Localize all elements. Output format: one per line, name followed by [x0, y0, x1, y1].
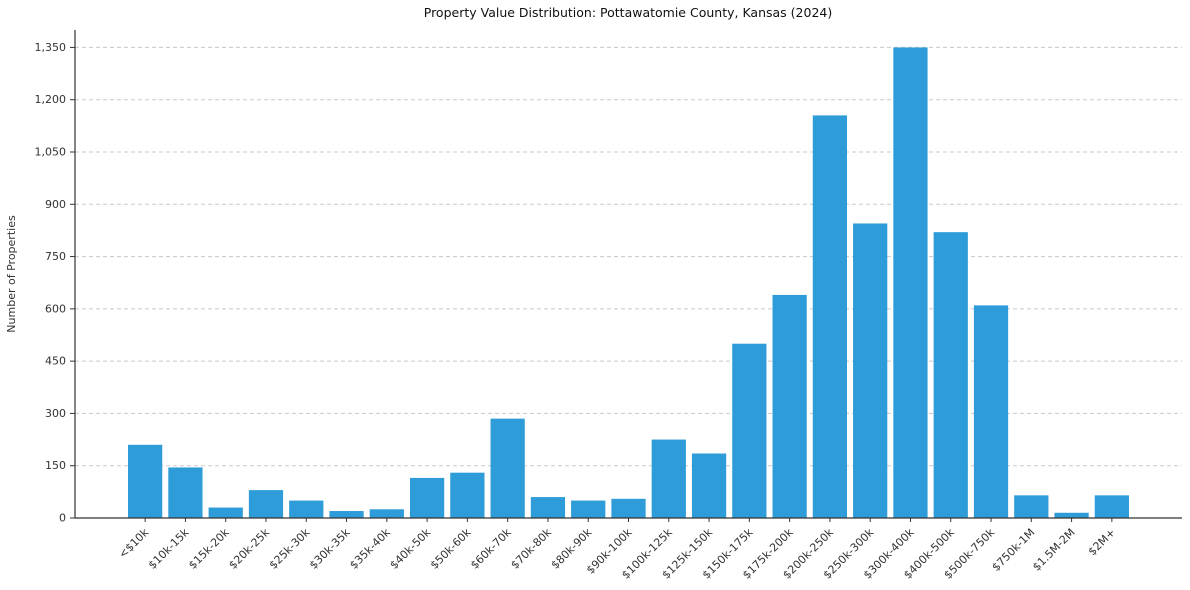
bar [128, 444, 163, 518]
y-tick-label: 900 [45, 198, 66, 211]
x-tick-label: $40k-50k [387, 525, 433, 571]
bar [530, 497, 566, 518]
bar [289, 500, 324, 518]
chart-title: Property Value Distribution: Pottawatomi… [424, 5, 832, 20]
x-tick-label: $60k-70k [468, 525, 514, 571]
x-tick-label: $2M+ [1086, 526, 1118, 558]
bar [1094, 495, 1129, 518]
x-tick-label: $70k-80k [508, 525, 554, 571]
y-axis-label: Number of Properties [5, 215, 18, 333]
bar [450, 472, 485, 518]
y-tick-label: 1,200 [35, 93, 67, 106]
y-tick-label: 450 [45, 355, 66, 368]
bar [168, 467, 203, 518]
x-tick-label: $25k-30k [267, 525, 313, 571]
y-tick-label: 600 [45, 302, 66, 315]
x-tick-label: <$10k [116, 525, 152, 561]
bar [691, 453, 727, 518]
bar [409, 477, 445, 518]
bar [772, 294, 807, 518]
x-tick-label: $20k-25k [226, 525, 272, 571]
bar [369, 509, 404, 518]
x-tick-label: $15k-20k [186, 525, 232, 571]
bar [893, 47, 928, 519]
y-tick-label: 1,350 [35, 41, 67, 54]
bar [651, 439, 686, 518]
bar [329, 511, 364, 518]
y-tick-label: 750 [45, 250, 66, 263]
bar [812, 115, 848, 519]
bar [490, 418, 525, 518]
x-tick-label: $1.5M-2M [1030, 526, 1078, 574]
x-tick-label: $50k-60k [428, 525, 474, 571]
bar [248, 490, 284, 518]
bar [571, 500, 606, 518]
y-tick-label: 1,050 [35, 146, 67, 159]
bar [208, 507, 243, 518]
x-tick-label: $35k-40k [347, 525, 393, 571]
plot-area: 01503004506007509001,0501,2001,350<$10k$… [35, 30, 1182, 582]
bar [973, 305, 1009, 518]
bar [1014, 495, 1049, 518]
x-tick-label: $30k-35k [307, 525, 353, 571]
x-tick-label: $750k-1M [989, 526, 1037, 574]
y-tick-label: 0 [59, 512, 66, 525]
bar [611, 498, 646, 518]
y-tick-label: 150 [45, 459, 66, 472]
bar [933, 232, 968, 518]
bar [1054, 512, 1089, 518]
bar [732, 343, 767, 518]
bar [853, 223, 888, 518]
y-tick-label: 300 [45, 407, 66, 420]
x-tick-label: $10k-15k [146, 525, 192, 571]
